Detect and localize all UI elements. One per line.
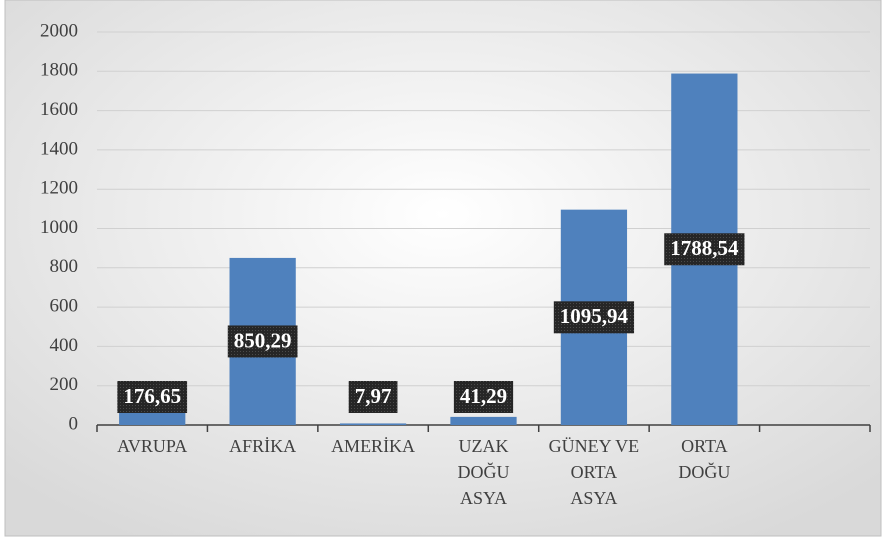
- data-label-text: 7,97: [355, 384, 392, 408]
- data-label: 850,29: [227, 325, 298, 358]
- y-tick-label: 1200: [40, 178, 78, 199]
- data-label-box: [453, 381, 514, 413]
- data-label-box: [117, 381, 188, 413]
- y-tick-label: 200: [50, 374, 79, 395]
- x-tick-label-box: GÜNEY VE ORTA ASYA: [548, 436, 640, 508]
- x-tick-label: AFRİKA: [229, 436, 297, 456]
- x-tick-label-box: UZAK DOĞU ASYA: [457, 436, 510, 508]
- data-label: 1095,94: [553, 301, 635, 334]
- x-tick-label: AMERİKA: [331, 436, 416, 456]
- data-label: 1788,54: [664, 233, 745, 266]
- x-tick-label: ORTA DOĞU: [678, 436, 731, 482]
- y-tick-label: 2000: [40, 20, 78, 41]
- y-tick-label: 1000: [40, 217, 78, 238]
- x-tick-label-box: AMERİKA: [331, 436, 416, 456]
- y-tick-label: 1400: [40, 138, 78, 159]
- bar: [339, 423, 407, 425]
- y-tick-label: 0: [69, 413, 79, 434]
- x-tick-label: UZAK DOĞU ASYA: [457, 436, 510, 508]
- x-tick-label-box: ORTA DOĞU: [678, 436, 731, 482]
- y-tick-label: 1800: [40, 60, 78, 81]
- data-label-box: [553, 301, 635, 334]
- data-label-box: [664, 233, 745, 266]
- y-tick-label: 400: [50, 335, 79, 356]
- data-label-text: 41,29: [460, 384, 507, 408]
- data-label: 176,65: [117, 381, 188, 413]
- data-label-box: [348, 381, 398, 413]
- x-tick-label-box: AFRİKA: [229, 436, 297, 456]
- y-tick-label: 1600: [40, 99, 78, 120]
- bar: [450, 416, 517, 425]
- y-tick-label: 600: [50, 295, 79, 316]
- y-tick-label: 800: [50, 256, 79, 277]
- data-label: 7,97: [348, 381, 398, 413]
- data-label-text: 1095,94: [560, 304, 629, 328]
- data-label-box: [227, 325, 298, 358]
- x-tick-label: GÜNEY VE ORTA ASYA: [548, 436, 640, 508]
- data-label-text: 176,65: [123, 384, 181, 408]
- x-tick-label-box: AVRUPA: [117, 436, 188, 456]
- data-label-text: 850,29: [234, 328, 292, 352]
- x-tick-label: AVRUPA: [117, 436, 188, 456]
- data-label-text: 1788,54: [670, 236, 739, 260]
- data-label: 41,29: [453, 381, 514, 413]
